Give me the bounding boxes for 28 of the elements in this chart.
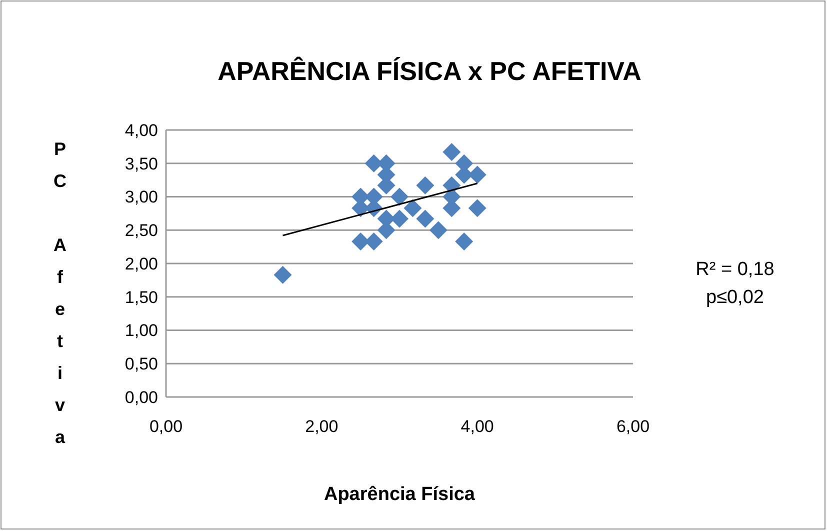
point [274,266,292,284]
y-tick-label: 2,50 [124,221,158,240]
text: PC Afetiva [54,139,66,447]
point [416,210,434,228]
x-tick-label: 2,00 [305,417,338,436]
point [429,221,448,240]
x-tick-label: 0,00 [149,417,183,436]
x-tick-label: 6,00 [616,417,650,436]
y-tick-label: 1,50 [124,288,158,307]
point [442,143,461,162]
point [455,232,474,250]
y-tick-label: 4,00 [124,120,158,140]
chart-title: APARÊNCIA FÍSICA x PC AFETIVA [218,56,642,86]
y-tick-label: 2,00 [124,254,158,274]
point [416,176,434,194]
point [404,199,422,218]
text: p≤0,02 [706,287,764,308]
point [390,188,408,206]
point [468,199,486,218]
y-tick-label: 3,00 [124,188,158,207]
point [390,210,408,228]
y-tick-label: 1,00 [124,321,158,340]
text: R² = 0,18 [696,259,774,280]
x-tick-label: 4,00 [460,417,494,436]
x-axis-title: Aparência Física [324,484,476,505]
y-tick-label: 0,00 [124,388,158,407]
y-tick-label: 3,50 [124,154,158,174]
y-tick-label: 0,50 [124,354,158,374]
